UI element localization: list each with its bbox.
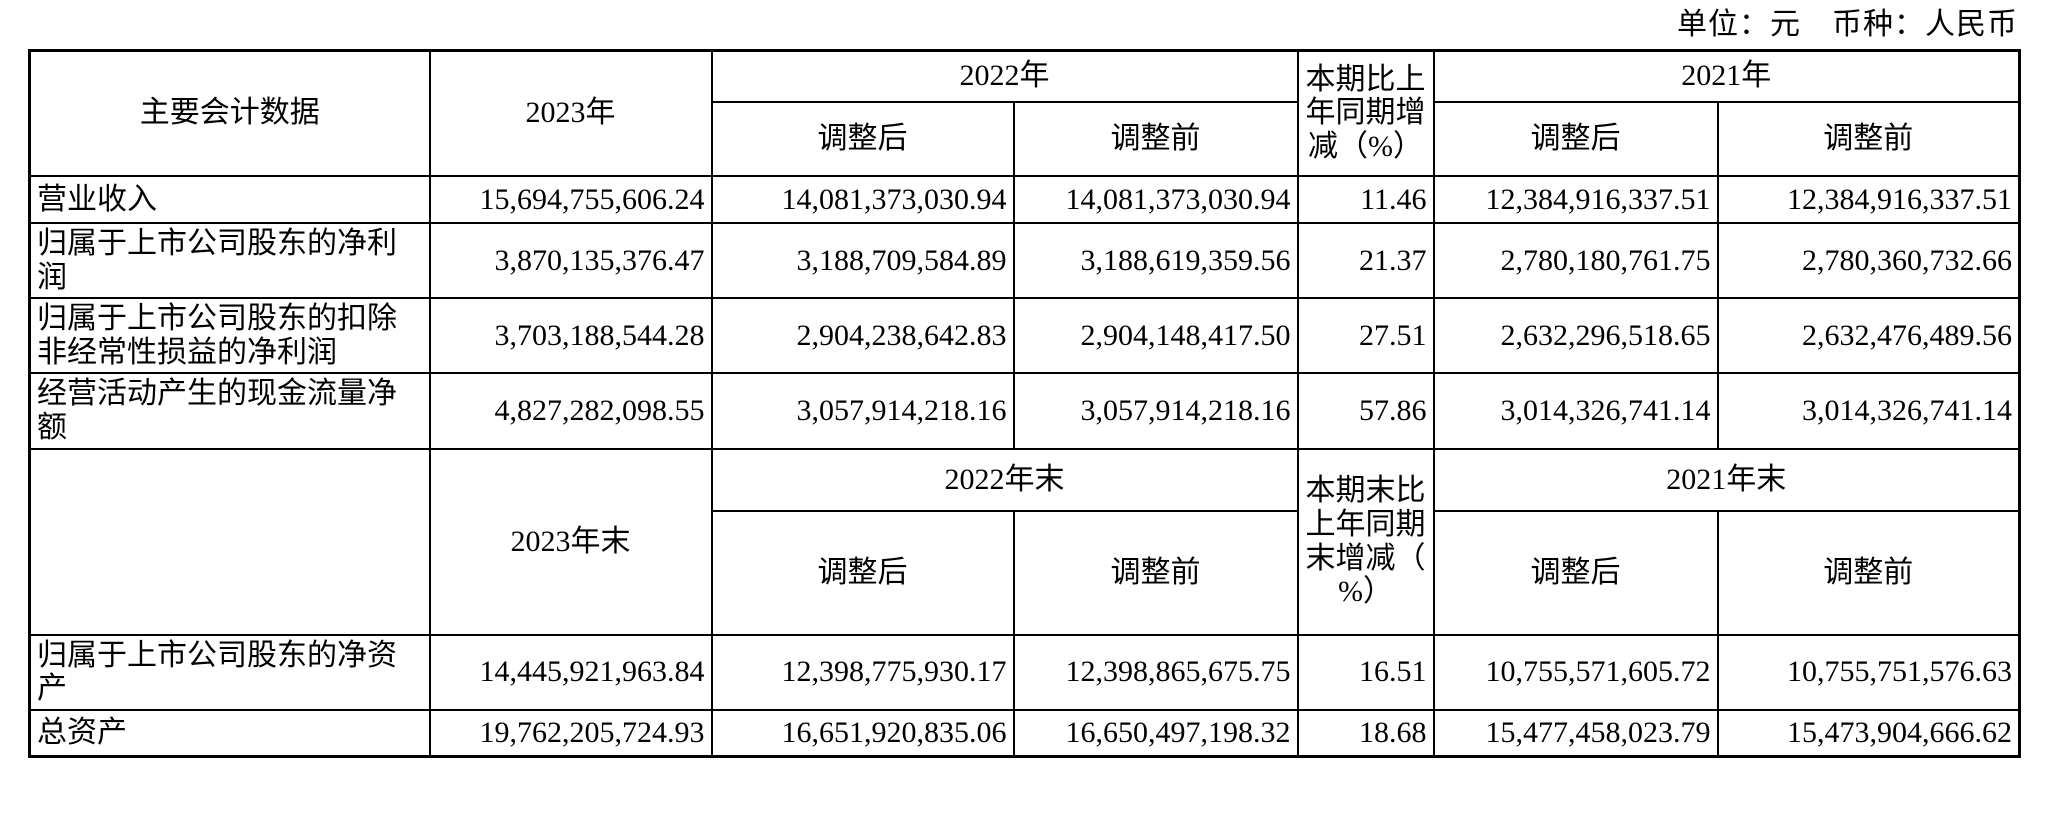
value-2021-adjusted: 3,014,326,741.14 bbox=[1432, 372, 1719, 450]
value-2022-original: 2,904,148,417.50 bbox=[1012, 297, 1299, 375]
value-2022-original: 12,398,865,675.75 bbox=[1012, 633, 1299, 711]
section1-header: 主要会计数据 2023年 2022年 本期比上年同期增减（%） 2021年 调整… bbox=[28, 49, 2021, 177]
value-2022-original: 3,188,619,359.56 bbox=[1012, 221, 1299, 300]
value-change-pct: 18.68 bbox=[1296, 708, 1435, 758]
header-row-group: 2023年末 2022年末 本期末比上年同期末增减（%） 2021年末 bbox=[28, 447, 2021, 636]
header-2021-end-group: 2021年末 bbox=[1432, 447, 2021, 512]
table-row: 营业收入 15,694,755,606.24 14,081,373,030.94 14… bbox=[28, 175, 2021, 224]
metric-label: 归属于上市公司股东的净利润 bbox=[28, 221, 431, 300]
table-row: 归属于上市公司股东的扣除非经常性损益的净利润 3,703,188,544.28 2,… bbox=[28, 297, 2021, 375]
header-main-accounting-data: 主要会计数据 bbox=[28, 49, 431, 177]
value-2023: 14,445,921,963.84 bbox=[428, 633, 713, 711]
metric-label: 总资产 bbox=[28, 708, 431, 758]
value-change-pct: 27.51 bbox=[1296, 297, 1435, 375]
value-2021-original: 2,780,360,732.66 bbox=[1716, 221, 2021, 300]
value-2021-original: 10,755,751,576.63 bbox=[1716, 633, 2021, 711]
header-row-group: 主要会计数据 2023年 2022年 本期比上年同期增减（%） 2021年 bbox=[28, 49, 2021, 177]
value-2021-original: 12,384,916,337.51 bbox=[1716, 175, 2021, 224]
header-2022-end-group: 2022年末 bbox=[710, 447, 1299, 512]
value-2022-adjusted: 12,398,775,930.17 bbox=[710, 633, 1015, 711]
value-2022-adjusted: 14,081,373,030.94 bbox=[710, 175, 1015, 224]
unit-currency-note: 单位：元 币种：人民币 bbox=[1677, 8, 2018, 41]
value-2021-original: 15,473,904,666.62 bbox=[1716, 708, 2021, 758]
header-2023-end: 2023年末 bbox=[428, 447, 713, 636]
header-2022-original: 调整前 bbox=[1012, 101, 1299, 177]
header-period-end-change: 本期末比上年同期末增减（%） bbox=[1296, 447, 1435, 636]
header-2021-end-adjusted: 调整后 bbox=[1432, 509, 1719, 636]
value-2021-adjusted: 12,384,916,337.51 bbox=[1432, 175, 1719, 224]
value-2021-original: 2,632,476,489.56 bbox=[1716, 297, 2021, 375]
table-row: 归属于上市公司股东的净资产 14,445,921,963.84 12,398,775… bbox=[28, 633, 2021, 711]
header-2021-adjusted: 调整后 bbox=[1432, 101, 1719, 177]
value-2021-adjusted: 2,632,296,518.65 bbox=[1432, 297, 1719, 375]
section2-header: 2023年末 2022年末 本期末比上年同期末增减（%） 2021年末 调整后 … bbox=[28, 447, 2021, 636]
header-2023: 2023年 bbox=[428, 49, 713, 177]
header-empty-metric bbox=[28, 447, 431, 636]
header-2022-end-adjusted: 调整后 bbox=[710, 509, 1015, 636]
value-2021-adjusted: 15,477,458,023.79 bbox=[1432, 708, 1719, 758]
header-2021-end-original: 调整前 bbox=[1716, 509, 2021, 636]
section2-rows: 归属于上市公司股东的净资产 14,445,921,963.84 12,398,775… bbox=[28, 633, 2021, 758]
value-2023: 3,703,188,544.28 bbox=[428, 297, 713, 375]
value-2022-original: 16,650,497,198.32 bbox=[1012, 708, 1299, 758]
metric-label: 归属于上市公司股东的净资产 bbox=[28, 633, 431, 711]
value-2022-original: 14,081,373,030.94 bbox=[1012, 175, 1299, 224]
value-2023: 15,694,755,606.24 bbox=[428, 175, 713, 224]
value-2022-original: 3,057,914,218.16 bbox=[1012, 372, 1299, 450]
metric-label: 经营活动产生的现金流量净额 bbox=[28, 372, 431, 450]
metric-label: 营业收入 bbox=[28, 175, 431, 224]
value-2021-adjusted: 10,755,571,605.72 bbox=[1432, 633, 1719, 711]
value-2023: 19,762,205,724.93 bbox=[428, 708, 713, 758]
table-row: 经营活动产生的现金流量净额 4,827,282,098.55 3,057,914,2… bbox=[28, 372, 2021, 450]
metric-label: 归属于上市公司股东的扣除非经常性损益的净利润 bbox=[28, 297, 431, 375]
header-2021-original: 调整前 bbox=[1716, 101, 2021, 177]
value-2022-adjusted: 16,651,920,835.06 bbox=[710, 708, 1015, 758]
value-change-pct: 21.37 bbox=[1296, 221, 1435, 300]
value-2021-original: 3,014,326,741.14 bbox=[1716, 372, 2021, 450]
value-2023: 3,870,135,376.47 bbox=[428, 221, 713, 300]
report-page: 单位：元 币种：人民币 主要会计数据 2023年 2022年 本期比上年同期增减… bbox=[28, 8, 2021, 759]
value-2022-adjusted: 3,188,709,584.89 bbox=[710, 221, 1015, 300]
section1-rows: 营业收入 15,694,755,606.24 14,081,373,030.94 14… bbox=[28, 175, 2021, 450]
header-row-sub: 调整后 调整前 调整后 调整前 bbox=[30, 509, 2021, 636]
value-change-pct: 57.86 bbox=[1296, 372, 1435, 450]
value-2023: 4,827,282,098.55 bbox=[428, 372, 713, 450]
header-2022-adjusted: 调整后 bbox=[710, 101, 1015, 177]
value-2022-adjusted: 2,904,238,642.83 bbox=[710, 297, 1015, 375]
key-accounting-data-table: 主要会计数据 2023年 2022年 本期比上年同期增减（%） 2021年 调整… bbox=[28, 48, 2021, 759]
header-row-sub: 调整后 调整前 调整后 调整前 bbox=[30, 101, 2021, 177]
header-change-vs-prior-year: 本期比上年同期增减（%） bbox=[1296, 49, 1435, 177]
table-row: 归属于上市公司股东的净利润 3,870,135,376.47 3,188,709,5… bbox=[28, 221, 2021, 300]
header-2021-group: 2021年 bbox=[1432, 49, 2021, 103]
table-row: 总资产 19,762,205,724.93 16,651,920,835.06 16,… bbox=[28, 708, 2021, 758]
value-2021-adjusted: 2,780,180,761.75 bbox=[1432, 221, 1719, 300]
header-2022-group: 2022年 bbox=[710, 49, 1299, 103]
value-change-pct: 11.46 bbox=[1296, 175, 1435, 224]
value-2022-adjusted: 3,057,914,218.16 bbox=[710, 372, 1015, 450]
header-2022-end-original: 调整前 bbox=[1012, 509, 1299, 636]
value-change-pct: 16.51 bbox=[1296, 633, 1435, 711]
